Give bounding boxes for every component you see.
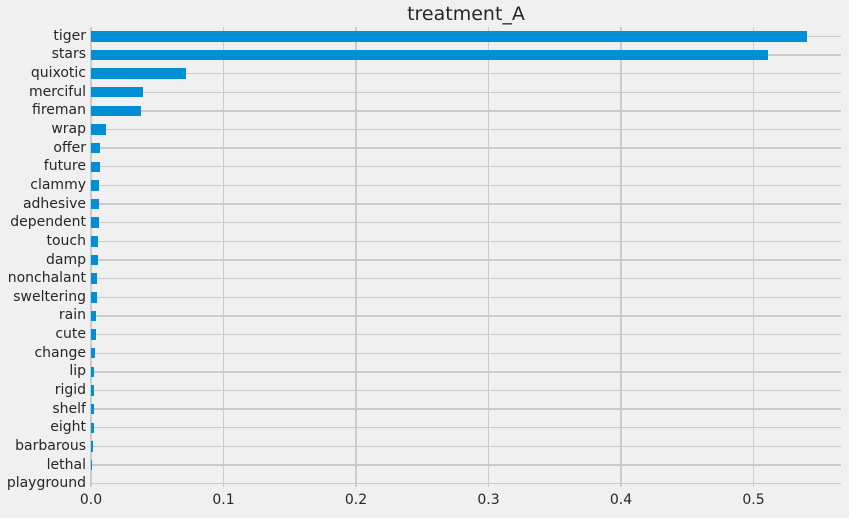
y-tick-label-fireman: fireman: [32, 102, 86, 119]
bar-clammy: [91, 180, 100, 191]
x-tick-label: 0.5: [742, 492, 765, 508]
y-tick-label-clammy: clammy: [30, 176, 86, 193]
bar-quixotic: [91, 68, 187, 79]
y-tick-label-dependent: dependent: [10, 214, 86, 231]
y-gridline: [91, 427, 841, 429]
bar-shelf: [91, 403, 94, 415]
y-tick-label-playground: playground: [6, 475, 86, 492]
y-gridline: [91, 166, 841, 168]
y-gridline: [91, 315, 841, 317]
y-gridline: [91, 203, 841, 205]
x-gridline: [752, 27, 755, 487]
bar-future: [91, 161, 100, 173]
bar-sweltering: [91, 292, 98, 303]
bar-lip: [91, 366, 95, 378]
y-gridline: [91, 445, 841, 448]
bar-eight: [91, 422, 94, 433]
x-gridline: [487, 27, 490, 487]
x-tick-label: 0.1: [212, 492, 235, 508]
y-gridline: [91, 277, 841, 280]
y-tick-label-wrap: wrap: [51, 121, 86, 138]
bar-offer: [91, 142, 100, 154]
bar-dependent: [91, 217, 99, 228]
y-tick-label-stars: stars: [51, 46, 86, 63]
y-tick-label-future: future: [43, 158, 86, 175]
y-gridline: [91, 72, 841, 75]
bar-cute: [91, 329, 96, 340]
bar-wrap: [91, 124, 106, 135]
y-tick-label-nonchalant: nonchalant: [7, 270, 86, 287]
y-tick-label-damp: damp: [46, 251, 86, 268]
x-tick-label: 0.3: [477, 492, 500, 508]
y-tick-label-rain: rain: [58, 307, 86, 324]
bar-merciful: [91, 86, 143, 98]
y-gridline: [91, 389, 841, 392]
y-tick-label-change: change: [34, 344, 86, 361]
x-gridline: [222, 27, 225, 487]
y-gridline: [91, 128, 841, 131]
y-gridline: [91, 296, 841, 298]
y-gridline: [91, 482, 841, 485]
y-tick-label-touch: touch: [46, 232, 87, 249]
bar-change: [91, 347, 96, 359]
y-tick-label-lip: lip: [69, 363, 86, 380]
y-tick-label-cute: cute: [55, 326, 86, 343]
y-gridline: [91, 464, 841, 466]
y-tick-label-quixotic: quixotic: [30, 65, 86, 82]
x-gridline: [620, 27, 622, 487]
y-gridline: [91, 184, 841, 187]
bar-rain: [91, 310, 97, 322]
y-tick-label-sweltering: sweltering: [13, 288, 86, 305]
y-tick-label-offer: offer: [53, 139, 86, 156]
y-tick-label-eight: eight: [50, 419, 86, 436]
y-gridline: [91, 110, 841, 112]
bar-touch: [91, 236, 99, 247]
plot-area: [90, 27, 841, 493]
y-tick-label-barbarous: barbarous: [15, 437, 86, 454]
y-tick-label-shelf: shelf: [52, 400, 86, 417]
x-tick-label: 0.0: [79, 492, 103, 508]
y-gridline: [91, 259, 841, 261]
bar-adhesive: [91, 198, 99, 210]
y-gridline: [91, 147, 841, 149]
x-tick-label: 0.4: [609, 492, 633, 508]
bar-fireman: [91, 105, 142, 117]
y-gridline: [91, 408, 841, 410]
bar-stars: [91, 49, 769, 61]
y-tick-label-rigid: rigid: [54, 381, 86, 398]
x-tick-label: 0.2: [344, 492, 368, 508]
y-gridline: [91, 91, 841, 93]
y-tick-label-adhesive: adhesive: [22, 195, 86, 212]
chart-title: treatment_A: [407, 3, 525, 25]
bar-lethal: [91, 459, 93, 471]
bar-nonchalant: [91, 273, 98, 284]
bar-rigid: [91, 385, 94, 396]
y-gridline: [91, 333, 841, 336]
bar-damp: [91, 254, 98, 266]
y-gridline: [91, 371, 841, 373]
y-gridline: [91, 352, 841, 354]
y-tick-label-lethal: lethal: [46, 456, 86, 473]
x-gridline: [355, 27, 357, 487]
y-tick-label-merciful: merciful: [29, 83, 86, 100]
y-gridline: [91, 222, 841, 224]
y-tick-label-tiger: tiger: [53, 27, 86, 44]
bar-barbarous: [91, 441, 93, 452]
bar-tiger: [91, 31, 807, 42]
y-gridline: [91, 240, 841, 243]
